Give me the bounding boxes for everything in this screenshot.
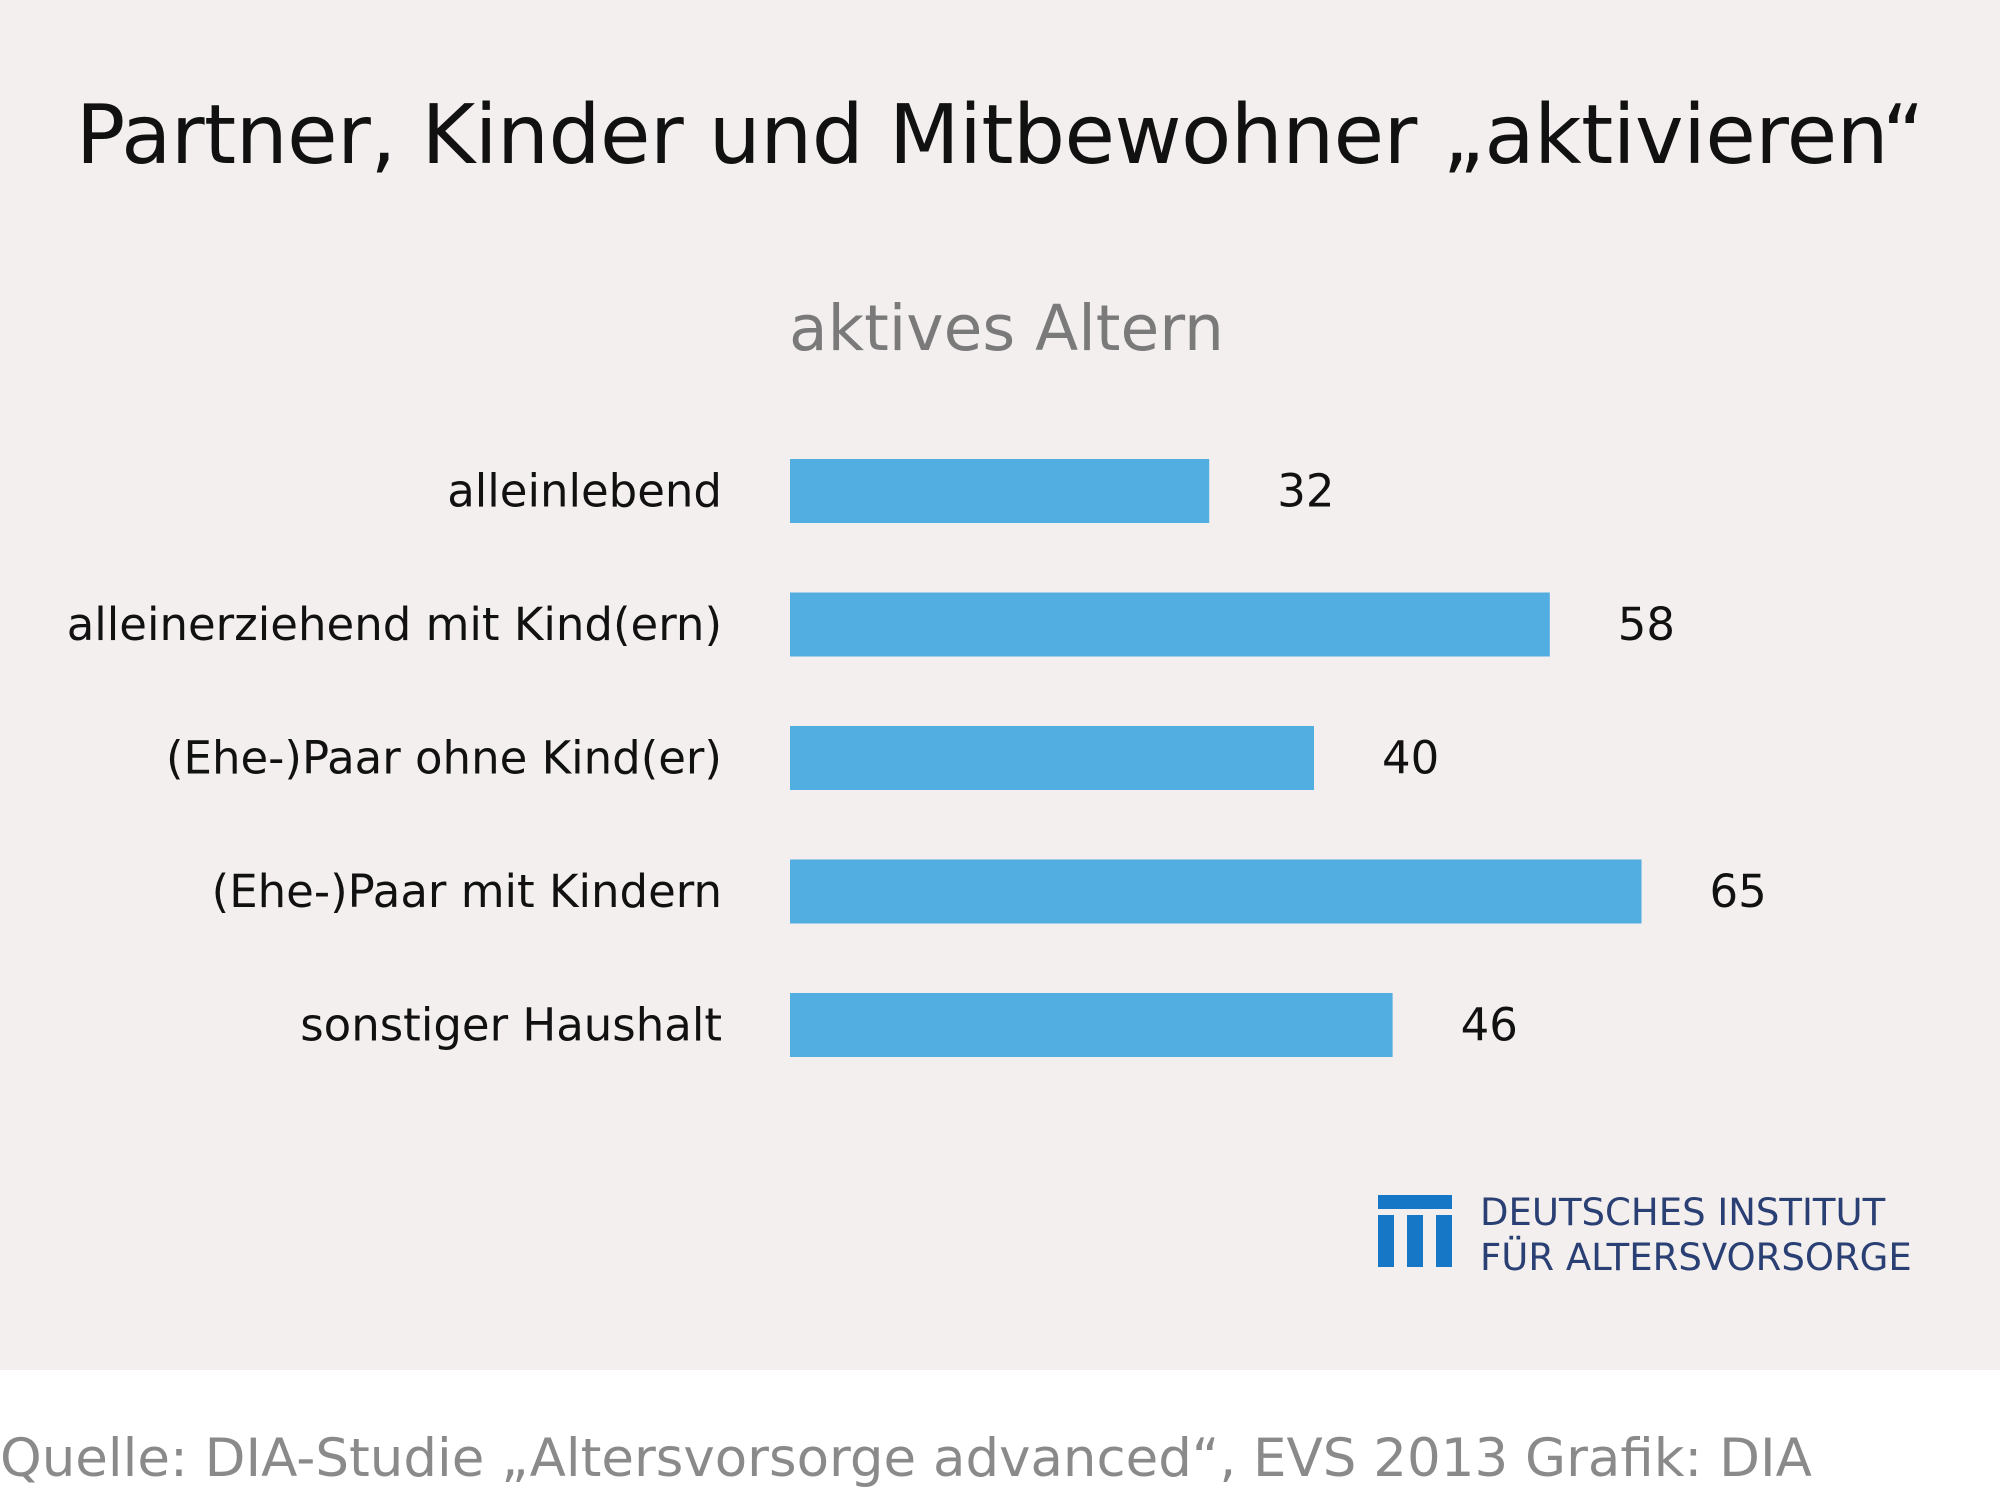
value-label: 58 bbox=[1618, 598, 1675, 651]
bar bbox=[790, 993, 1393, 1057]
bar bbox=[790, 459, 1210, 523]
value-label: 40 bbox=[1382, 732, 1439, 785]
value-label: 32 bbox=[1277, 465, 1334, 518]
chart-title: Partner, Kinder und Mitbewohner „aktivie… bbox=[75, 88, 1925, 183]
category-label: sonstiger Haushalt bbox=[300, 999, 722, 1052]
bar-chart: alleinlebend 32 alleinerziehend mit Kind(e… bbox=[67, 459, 1767, 1057]
dia-logo-text: DEUTSCHES INSTITUT FÜR ALTERSVORSORGE bbox=[1480, 1190, 1912, 1280]
bar bbox=[790, 726, 1314, 790]
logo-line-2: FÜR ALTERSVORSORGE bbox=[1480, 1236, 1912, 1279]
source-footer: Quelle: DIA-Studie „Altersvorsorge advan… bbox=[0, 1428, 1812, 1489]
category-label: (Ehe-)Paar ohne Kind(er) bbox=[166, 732, 722, 785]
category-label: alleinerziehend mit Kind(ern) bbox=[67, 598, 722, 651]
value-label: 65 bbox=[1710, 865, 1767, 918]
bar bbox=[790, 592, 1550, 657]
category-label: (Ehe-)Paar mit Kindern bbox=[212, 865, 722, 918]
chart-panel bbox=[0, 0, 2000, 1370]
chart-subtitle: aktives Altern bbox=[789, 292, 1224, 365]
logo-line-1: DEUTSCHES INSTITUT bbox=[1480, 1191, 1886, 1234]
dia-logo: DEUTSCHES INSTITUT FÜR ALTERSVORSORGE bbox=[1378, 1190, 1918, 1280]
value-label: 46 bbox=[1461, 999, 1518, 1052]
category-label: alleinlebend bbox=[447, 465, 722, 518]
bar bbox=[790, 859, 1642, 924]
dia-logo-icon bbox=[1378, 1195, 1452, 1267]
